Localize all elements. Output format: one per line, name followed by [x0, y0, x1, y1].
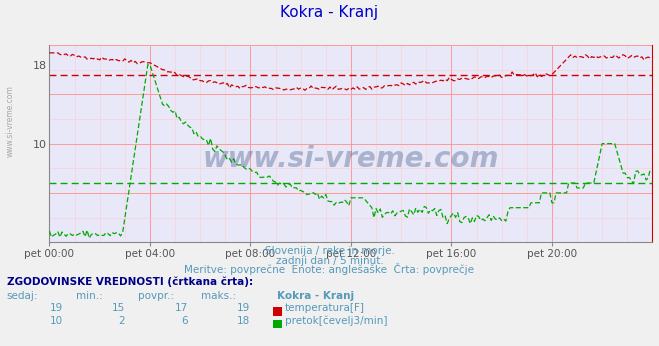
Text: sedaj:: sedaj:	[7, 291, 38, 301]
Text: 15: 15	[112, 303, 125, 313]
Text: pretok[čevelj3/min]: pretok[čevelj3/min]	[285, 316, 387, 326]
Text: temperatura[F]: temperatura[F]	[285, 303, 364, 313]
Text: povpr.:: povpr.:	[138, 291, 175, 301]
Text: 6: 6	[181, 316, 188, 326]
Text: www.si-vreme.com: www.si-vreme.com	[5, 85, 14, 157]
Text: Slovenija / reke in morje.: Slovenija / reke in morje.	[264, 246, 395, 256]
Text: 17: 17	[175, 303, 188, 313]
Text: Kokra - Kranj: Kokra - Kranj	[281, 5, 378, 20]
Text: 2: 2	[119, 316, 125, 326]
Text: 19: 19	[237, 303, 250, 313]
Text: 10: 10	[49, 316, 63, 326]
Text: ZGODOVINSKE VREDNOSTI (črtkana črta):: ZGODOVINSKE VREDNOSTI (črtkana črta):	[7, 277, 252, 288]
Text: 19: 19	[49, 303, 63, 313]
Text: maks.:: maks.:	[201, 291, 236, 301]
Text: 18: 18	[237, 316, 250, 326]
Text: Kokra - Kranj: Kokra - Kranj	[277, 291, 354, 301]
Text: Meritve: povprečne  Enote: anglešaške  Črta: povprečje: Meritve: povprečne Enote: anglešaške Črt…	[185, 263, 474, 275]
Text: zadnji dan / 5 minut.: zadnji dan / 5 minut.	[275, 256, 384, 266]
Text: min.:: min.:	[76, 291, 103, 301]
Text: www.si-vreme.com: www.si-vreme.com	[203, 145, 499, 173]
